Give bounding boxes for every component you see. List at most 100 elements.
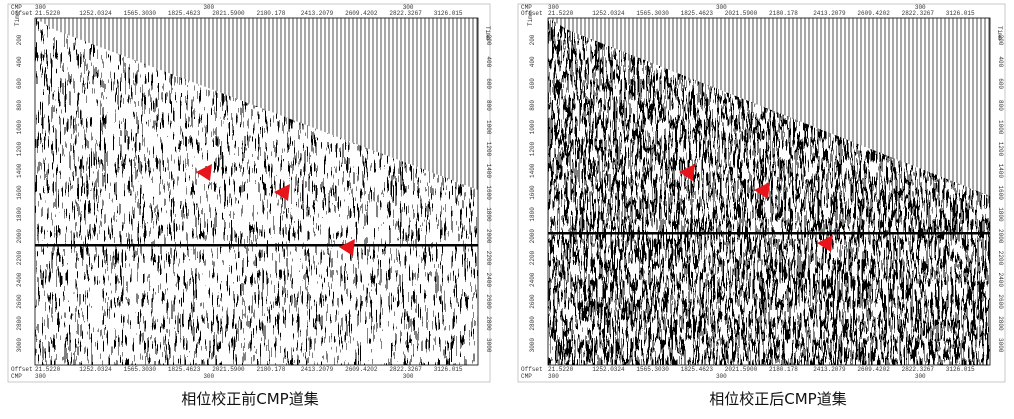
time-tick-label: 2800 <box>529 316 536 331</box>
offset-value: 21.5220 <box>548 10 574 17</box>
time-tick-label: 200 <box>997 35 1004 46</box>
offset-label: Offset <box>521 10 543 17</box>
offset-value: 2413.2079 <box>813 10 846 17</box>
offset-value: 21.5220 <box>35 366 61 373</box>
time-tick-label: 1800 <box>529 207 536 222</box>
time-tick-label: 2600 <box>529 294 536 309</box>
time-tick-label: 600 <box>16 78 23 89</box>
offset-value: 1252.0324 <box>592 366 625 373</box>
time-tick-label: 1600 <box>997 185 1004 200</box>
offset-value: 2413.2079 <box>813 366 846 373</box>
time-label: Time <box>996 26 1003 41</box>
time-tick-label: 2400 <box>485 273 492 288</box>
offset-value: 2822.3267 <box>389 366 422 373</box>
cmp-label: CMP <box>521 4 532 11</box>
time-tick-label: 2400 <box>529 272 536 287</box>
time-tick-label: 400 <box>529 56 536 67</box>
cmp-value: 300 <box>403 4 414 11</box>
time-tick-label: 1000 <box>16 120 23 135</box>
time-tick-label: 1400 <box>529 163 536 178</box>
time-label: Time <box>484 26 491 41</box>
time-tick-label: 600 <box>529 78 536 89</box>
cmp-value: 300 <box>203 4 214 11</box>
time-tick-label: 1800 <box>997 207 1004 222</box>
time-tick-label: 1600 <box>485 185 492 200</box>
offset-label: Offset <box>11 10 33 17</box>
plot-border <box>547 17 991 366</box>
offset-value: 1825.4623 <box>168 10 201 17</box>
offset-value: 2021.5900 <box>212 10 245 17</box>
time-tick-label: 600 <box>997 78 1004 89</box>
offset-value: 2180.178 <box>257 366 286 373</box>
panel-caption: 相位校正前CMP道集 <box>181 390 318 408</box>
offset-value: 2609.4202 <box>857 10 890 17</box>
time-tick-label: 1200 <box>529 141 536 156</box>
offset-label: Offset <box>521 366 543 373</box>
time-tick-label: 2800 <box>485 316 492 331</box>
cmp-label: CMP <box>521 373 532 380</box>
time-tick-label: 2000 <box>529 229 536 244</box>
time-tick-label: 800 <box>997 100 1004 111</box>
time-tick-label: 1800 <box>16 207 23 222</box>
time-tick-label: 2800 <box>997 316 1004 331</box>
time-tick-label: 1200 <box>997 142 1004 157</box>
cmp-value: 300 <box>548 4 559 11</box>
time-tick-label: 1200 <box>485 142 492 157</box>
offset-value: 1565.3030 <box>124 10 157 17</box>
time-tick-label: 2200 <box>16 250 23 265</box>
time-tick-label: 2000 <box>485 229 492 244</box>
time-label: Time <box>14 11 21 26</box>
red-arrow-marker <box>274 184 290 201</box>
cmp-value: 300 <box>915 373 926 380</box>
cmp-value: 300 <box>403 373 414 380</box>
time-tick-label: 2400 <box>16 272 23 287</box>
time-tick-label: 1400 <box>997 164 1004 179</box>
seismic-panel: CMPOffsetCMPOffset21.522021.52201252.032… <box>7 3 492 408</box>
time-tick-label: 2800 <box>16 316 23 331</box>
time-tick-label: 1600 <box>16 185 23 200</box>
time-tick-label: 600 <box>485 78 492 89</box>
red-arrow-marker <box>754 182 770 199</box>
time-tick-label: 2600 <box>16 294 23 309</box>
cmp-value: 300 <box>548 373 559 380</box>
time-tick-label: 2600 <box>485 294 492 309</box>
time-tick-label: 1000 <box>485 120 492 135</box>
time-tick-label: 2200 <box>529 250 536 265</box>
mute-zone <box>35 18 478 190</box>
cmp-value: 300 <box>716 4 727 11</box>
offset-value: 1825.4623 <box>168 366 201 373</box>
cmp-value: 300 <box>35 373 46 380</box>
offset-value: 21.5220 <box>35 10 61 17</box>
strong-reflector <box>548 232 990 235</box>
time-tick-label: 2600 <box>997 294 1004 309</box>
time-tick-label: 1200 <box>16 141 23 156</box>
time-tick-label: 1000 <box>529 120 536 135</box>
offset-value: 21.5220 <box>548 366 574 373</box>
red-arrow-marker <box>679 164 695 181</box>
time-tick-label: 2400 <box>997 273 1004 288</box>
offset-value: 2180.178 <box>769 366 798 373</box>
offset-value: 2609.4202 <box>345 366 378 373</box>
time-tick-label: 1400 <box>485 164 492 179</box>
offset-value: 2021.5900 <box>725 10 758 17</box>
cmp-label: CMP <box>11 373 22 380</box>
offset-label: Offset <box>11 366 33 373</box>
time-tick-label: 1400 <box>16 163 23 178</box>
plot-border <box>34 17 479 366</box>
red-arrow-marker <box>817 235 833 252</box>
time-tick-label: 200 <box>529 34 536 45</box>
offset-value: 1825.4623 <box>681 10 714 17</box>
offset-value: 1825.4623 <box>681 366 714 373</box>
offset-value: 3126.015 <box>946 366 975 373</box>
cmp-label: CMP <box>11 4 22 11</box>
red-arrow-marker <box>339 239 355 256</box>
strong-reflector <box>35 244 478 247</box>
time-tick-label: 2200 <box>997 251 1004 266</box>
offset-value: 2609.4202 <box>345 10 378 17</box>
time-tick-label: 200 <box>485 35 492 46</box>
offset-value: 1252.0324 <box>79 366 112 373</box>
offset-value: 2822.3267 <box>902 10 935 17</box>
time-tick-label: 2200 <box>485 251 492 266</box>
panel-caption: 相位校正后CMP道集 <box>709 390 846 408</box>
